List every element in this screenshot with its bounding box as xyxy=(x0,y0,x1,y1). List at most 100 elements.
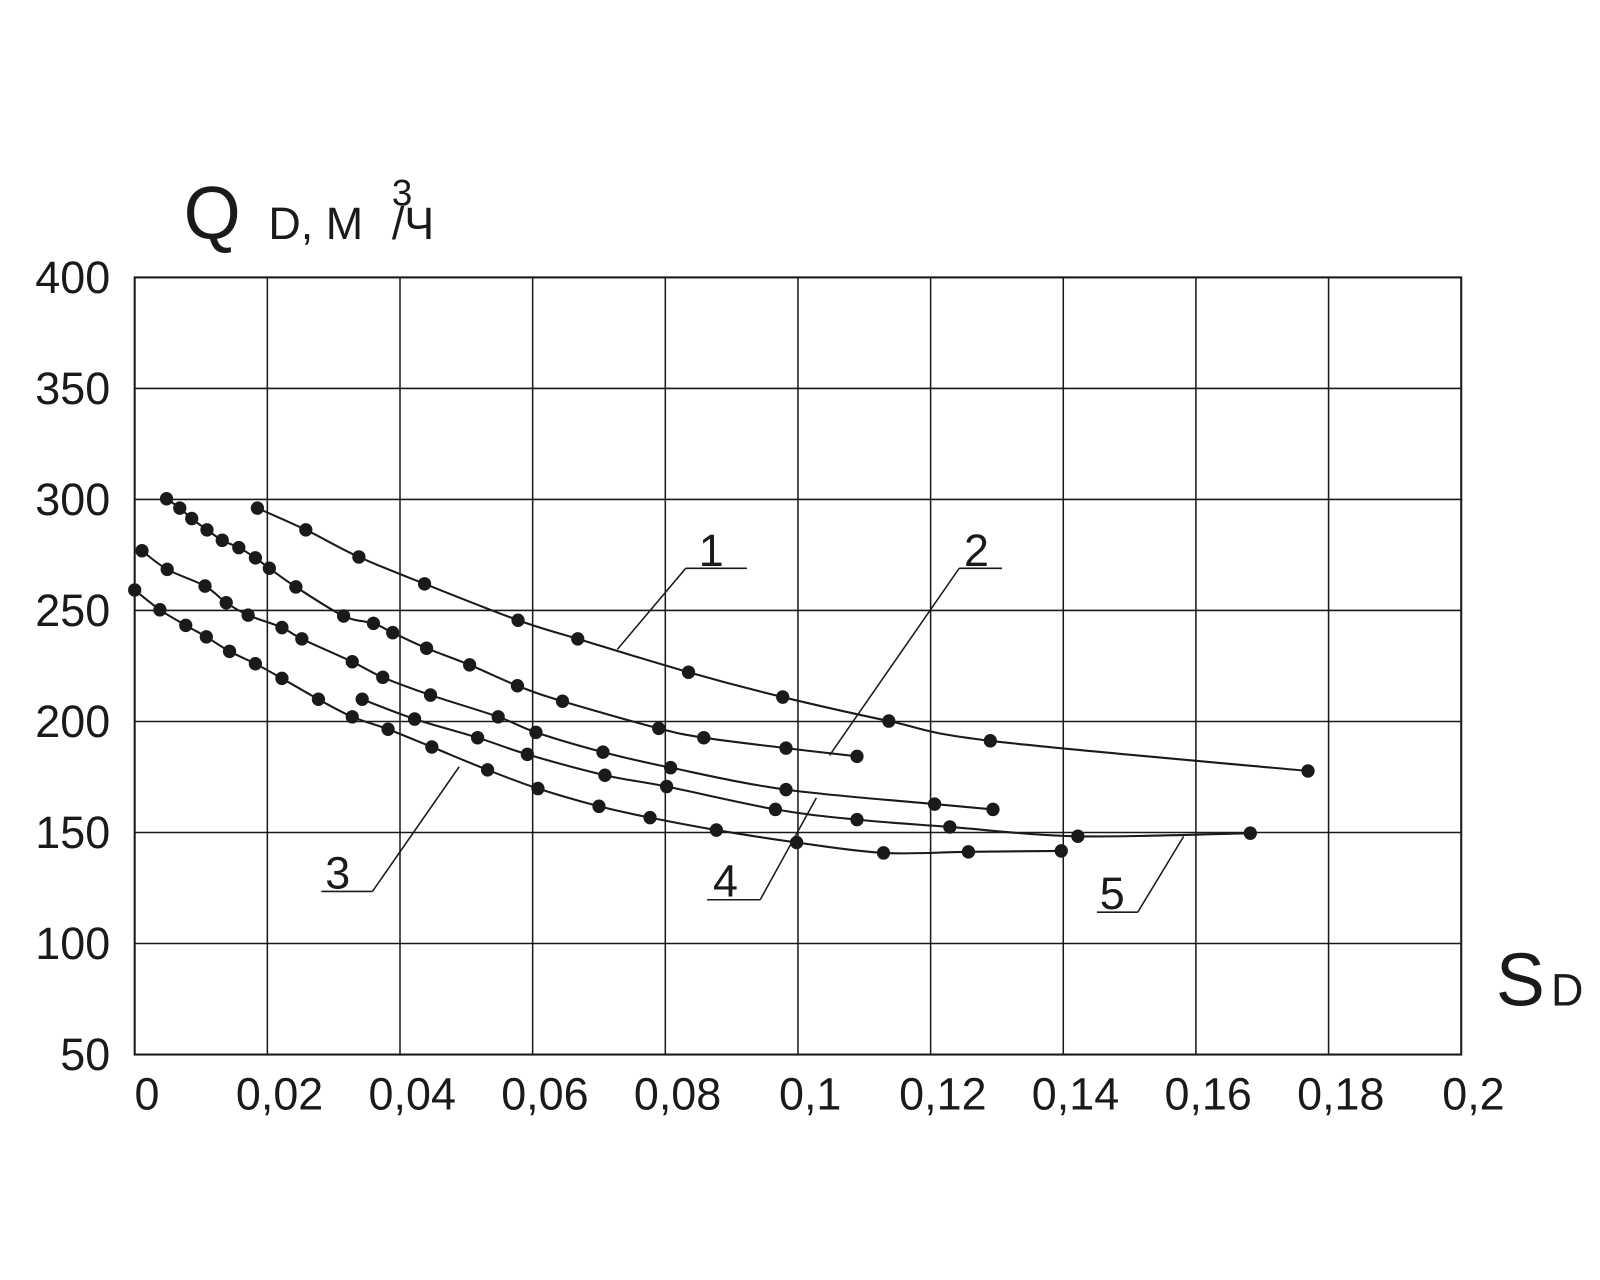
data-point xyxy=(779,782,793,797)
data-point xyxy=(219,595,233,610)
data-point xyxy=(882,714,896,728)
y-tick-label: 50 xyxy=(60,1029,110,1080)
data-point xyxy=(663,760,678,775)
data-point xyxy=(299,523,313,537)
data-point xyxy=(986,802,1000,817)
y-label-denominator: /Ч xyxy=(392,198,434,249)
y-label-symbol: Q xyxy=(184,171,241,255)
y-tick-label: 400 xyxy=(35,252,110,303)
data-point xyxy=(160,562,174,577)
x-tick-label: 0,18 xyxy=(1297,1068,1384,1119)
data-point xyxy=(652,721,666,736)
data-point xyxy=(571,632,585,646)
curve-label: 1 xyxy=(699,525,724,576)
data-point xyxy=(463,658,477,672)
data-point xyxy=(417,577,432,591)
leader-line xyxy=(1137,835,1185,913)
data-point xyxy=(386,625,400,640)
data-point xyxy=(352,550,366,564)
data-point xyxy=(232,540,246,555)
y-label-subscript: D, М xyxy=(268,198,363,249)
data-point xyxy=(262,561,276,576)
data-point xyxy=(511,613,525,627)
data-point xyxy=(241,608,255,622)
y-tick-label: 350 xyxy=(35,363,110,414)
data-point xyxy=(961,845,976,859)
data-point xyxy=(185,511,199,526)
data-point xyxy=(289,580,303,594)
data-point xyxy=(153,603,167,617)
y-label-power: 3 xyxy=(392,171,412,213)
data-point xyxy=(1071,829,1085,844)
data-point xyxy=(199,630,213,644)
data-point xyxy=(336,609,351,623)
data-point xyxy=(200,523,214,537)
data-point xyxy=(480,763,495,777)
data-point xyxy=(419,641,434,655)
data-point xyxy=(529,725,543,740)
x-tick-label: 0,2 xyxy=(1442,1068,1504,1119)
data-point xyxy=(927,797,942,811)
leader-line xyxy=(371,766,460,892)
data-point xyxy=(491,710,505,724)
data-point xyxy=(592,799,606,814)
data-point xyxy=(697,730,711,745)
data-point xyxy=(510,678,525,693)
data-point xyxy=(1243,826,1257,840)
leader-line xyxy=(828,567,960,756)
y-tick-label: 200 xyxy=(35,696,110,747)
x-label-subscript: D xyxy=(1551,964,1583,1015)
y-tick-label: 300 xyxy=(35,474,110,525)
data-point xyxy=(173,501,187,515)
x-tick-label: 0,14 xyxy=(1032,1068,1119,1119)
data-point xyxy=(275,671,289,686)
data-point xyxy=(355,692,369,707)
x-label-symbol: S xyxy=(1496,938,1545,1022)
x-tick-label: 0,04 xyxy=(369,1068,456,1119)
data-point xyxy=(381,722,395,737)
data-point xyxy=(768,802,783,817)
y-tick-label: 100 xyxy=(35,918,110,969)
data-point xyxy=(643,810,657,825)
x-tick-label: 0,12 xyxy=(899,1068,986,1119)
data-point xyxy=(776,690,790,704)
data-point xyxy=(425,740,439,754)
x-tick-label: 0,06 xyxy=(501,1068,588,1119)
data-point xyxy=(198,579,212,593)
x-tick-label: 0 xyxy=(134,1068,159,1119)
curve-label: 3 xyxy=(325,847,350,898)
x-tick-label: 0,1 xyxy=(779,1068,841,1119)
data-point xyxy=(520,747,534,762)
data-point xyxy=(248,551,263,565)
x-tick-label: 0,02 xyxy=(236,1068,323,1119)
curve-label: 5 xyxy=(1100,868,1125,919)
plot-frame xyxy=(133,276,1463,1056)
data-point xyxy=(709,823,724,837)
data-point xyxy=(850,812,864,827)
data-point xyxy=(275,620,289,635)
data-point xyxy=(159,492,174,506)
data-point xyxy=(295,632,309,646)
data-point xyxy=(1301,764,1315,778)
data-point xyxy=(470,730,485,745)
data-point xyxy=(598,768,612,782)
data-point xyxy=(250,501,265,515)
y-tick-label: 150 xyxy=(35,807,110,858)
curve-label: 4 xyxy=(713,855,738,906)
data-point xyxy=(179,618,193,633)
data-point xyxy=(1054,844,1068,858)
curve xyxy=(165,497,858,758)
curve xyxy=(256,507,1309,773)
data-point xyxy=(345,655,359,669)
data-point xyxy=(983,734,997,748)
data-point xyxy=(596,745,610,759)
data-point xyxy=(681,665,696,679)
data-point xyxy=(779,741,793,755)
data-point xyxy=(531,781,545,796)
data-point xyxy=(366,616,381,631)
data-point xyxy=(943,820,957,834)
data-point xyxy=(135,543,149,558)
leader-line xyxy=(616,567,687,650)
